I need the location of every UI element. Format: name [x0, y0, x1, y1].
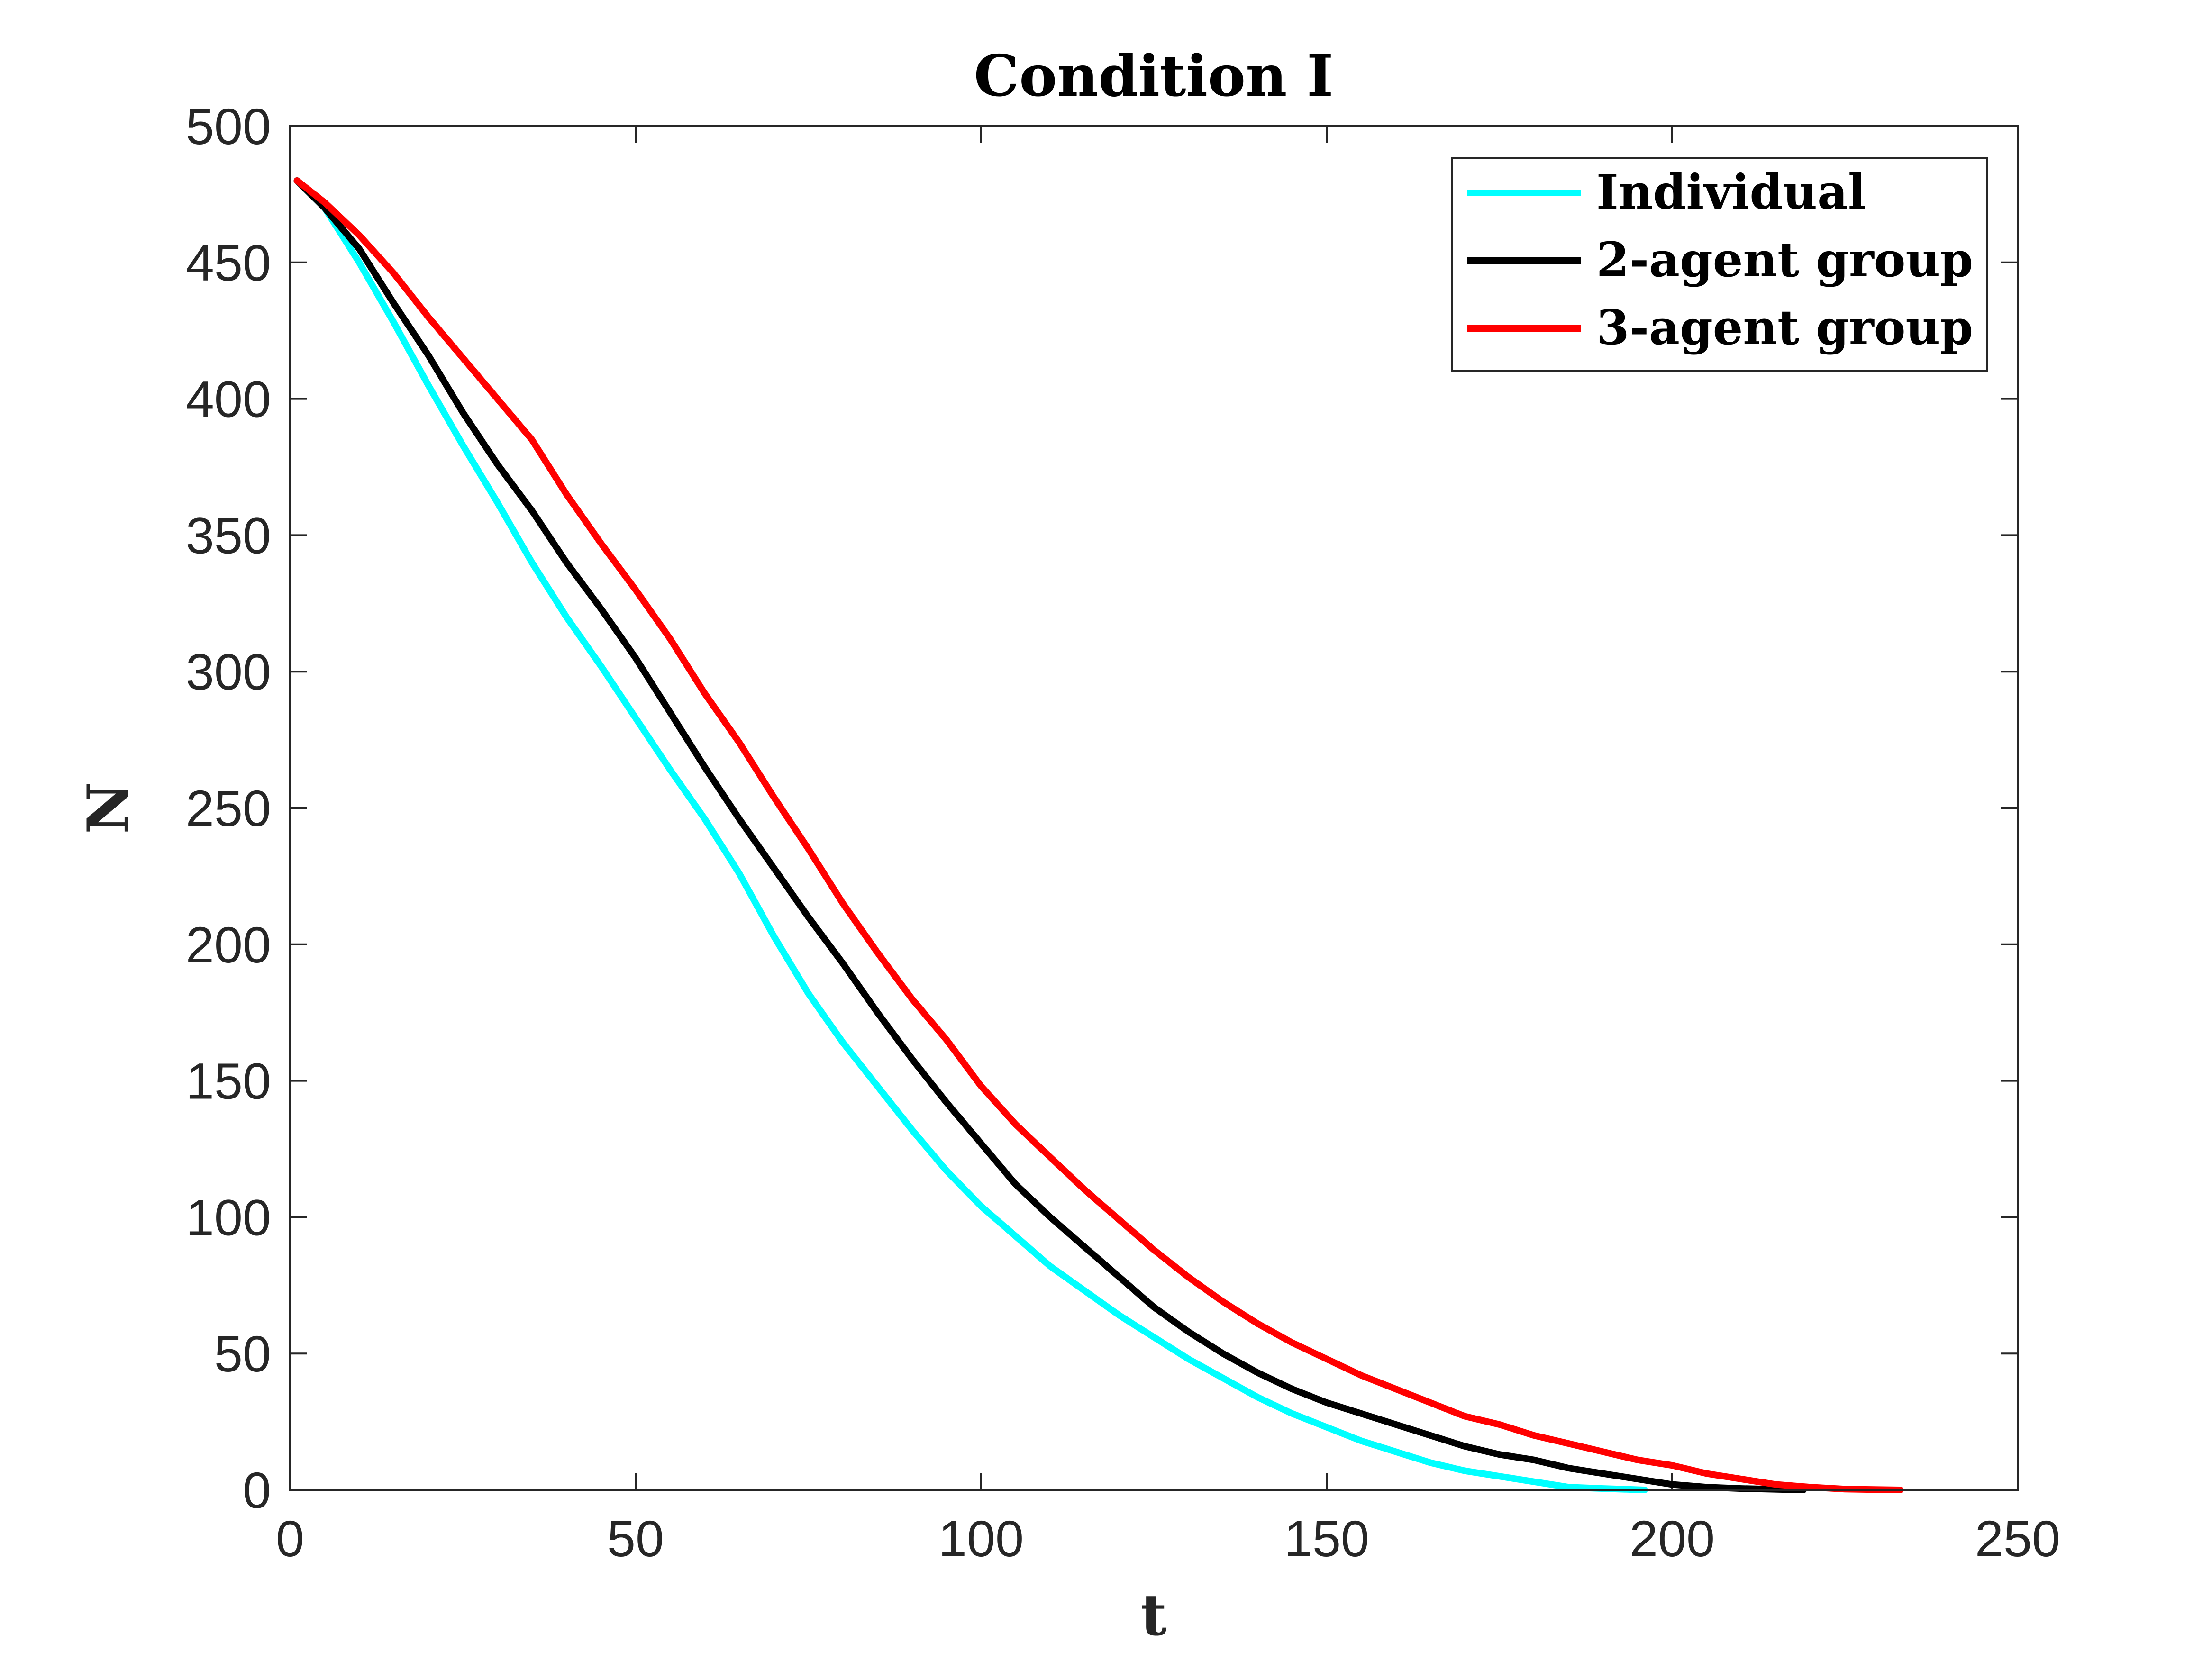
series-line-2-agent-group	[293, 177, 1807, 1493]
x-tick-label: 0	[276, 1510, 304, 1567]
y-tick-label: 100	[186, 1189, 271, 1246]
series-layer	[293, 177, 1904, 1493]
legend-entry-2-agent-group: 2-agent group	[1467, 232, 1973, 288]
y-tick-label: 150	[186, 1053, 271, 1110]
y-tick-label: 350	[186, 507, 271, 564]
y-tick-label: 50	[214, 1325, 271, 1382]
y-tick-label: 400	[186, 371, 271, 428]
x-tick-label: 200	[1629, 1510, 1715, 1567]
y-tick-label: 300	[186, 643, 271, 700]
legend: Individual 2-agent group 3-agent group	[1451, 157, 1988, 372]
ticks-layer: 0 50 100 150 200 250 0 50 100 150 200 250 300 350 400 4…	[186, 98, 2060, 1567]
legend-entry-individual: Individual	[1467, 164, 1866, 220]
chart-title: Condition I	[974, 43, 1334, 109]
y-tick-label: 500	[186, 98, 271, 155]
y-tick-label: 200	[186, 916, 271, 973]
y-tick-label: 0	[243, 1461, 271, 1519]
legend-label-2-agent-group: 2-agent group	[1596, 232, 1973, 288]
y-tick-label: 450	[186, 234, 271, 291]
series-line-individual	[293, 177, 1648, 1493]
x-tick-label: 100	[938, 1510, 1024, 1567]
x-tick-label: 250	[1975, 1510, 2060, 1567]
plot-frame	[289, 125, 2019, 1491]
x-tick-label: 50	[607, 1510, 664, 1567]
legend-label-3-agent-group: 3-agent group	[1596, 300, 1973, 355]
y-axis-label: N	[75, 782, 142, 834]
y-tick-label: 250	[186, 780, 271, 837]
x-tick-label: 150	[1284, 1510, 1369, 1567]
legend-label-individual: Individual	[1596, 164, 1866, 220]
series-line-3-agent-group	[293, 177, 1904, 1493]
x-axis-label: t	[1140, 1582, 1166, 1649]
legend-entry-3-agent-group: 3-agent group	[1467, 300, 1973, 355]
